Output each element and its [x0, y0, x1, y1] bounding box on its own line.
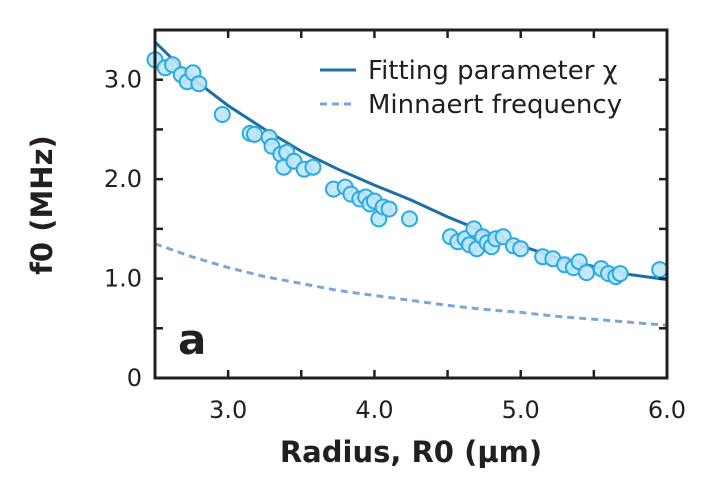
y-tick-label: 3.0 [104, 66, 142, 94]
data-point [651, 261, 669, 279]
y-tick-label: 1.0 [104, 265, 142, 293]
data-point [213, 106, 231, 123]
y-axis-label: f0 (MHz) [25, 135, 59, 274]
legend-label-fit: Fitting parameter χ [368, 56, 618, 86]
y-tick-label: 2.0 [104, 165, 142, 193]
data-point [578, 264, 595, 282]
data-point [246, 125, 263, 143]
data-point [611, 265, 629, 283]
x-axis-label: Radius, R0 (µm) [280, 435, 542, 469]
x-tick-label: 6.0 [648, 396, 686, 424]
y-tick-label: 0 [127, 364, 142, 392]
tick-labels: 3.0 4.0 5.0 6.0 0 1.0 2.0 3.0 [104, 66, 686, 424]
panel-label: a [178, 315, 206, 364]
legend-label-minnaert: Minnaert frequency [368, 90, 622, 120]
data-point [401, 210, 418, 228]
minnaert-frequency-curve [154, 242, 668, 327]
data-point [304, 158, 322, 176]
plot-frame [153, 28, 669, 380]
legend: Fitting parameter χ Minnaert frequency [320, 56, 622, 120]
x-tick-label: 3.0 [209, 396, 247, 424]
data-point [512, 240, 530, 258]
data-points [146, 51, 669, 286]
data-point [380, 200, 398, 218]
x-tick-label: 4.0 [355, 396, 393, 424]
x-tick-label: 5.0 [502, 396, 540, 424]
data-point [190, 75, 208, 93]
